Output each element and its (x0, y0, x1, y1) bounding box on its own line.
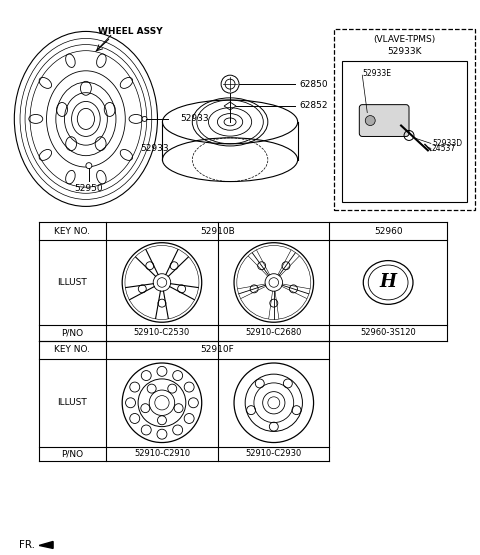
Text: KEY NO.: KEY NO. (54, 345, 90, 354)
Text: 52933D: 52933D (432, 139, 462, 148)
Circle shape (86, 163, 92, 169)
Circle shape (258, 262, 265, 270)
Circle shape (282, 262, 290, 270)
Text: 52950: 52950 (74, 184, 103, 193)
Bar (342, 61, 467, 203)
FancyBboxPatch shape (360, 105, 409, 137)
Circle shape (178, 285, 186, 293)
Text: WHEEL ASSY: WHEEL ASSY (98, 27, 163, 36)
Bar (335, 29, 475, 210)
Text: 62852: 62852 (300, 102, 328, 110)
Text: H: H (380, 274, 396, 291)
Text: 52910-C2680: 52910-C2680 (246, 328, 302, 337)
Circle shape (365, 115, 375, 125)
Text: 52960: 52960 (374, 227, 402, 236)
Circle shape (170, 262, 178, 270)
Polygon shape (39, 542, 53, 548)
Text: 52933: 52933 (180, 114, 209, 123)
Text: (VLAVE-TPMS): (VLAVE-TPMS) (373, 35, 436, 44)
Text: KEY NO.: KEY NO. (54, 227, 90, 236)
Text: 52933: 52933 (140, 144, 168, 153)
Text: 24537: 24537 (432, 144, 456, 153)
Text: 52910-C2530: 52910-C2530 (134, 328, 190, 337)
Circle shape (270, 299, 278, 307)
Text: ILLUST: ILLUST (58, 278, 87, 287)
Circle shape (142, 117, 147, 122)
Circle shape (158, 299, 166, 307)
Text: 52910F: 52910F (201, 345, 235, 354)
Text: 52910B: 52910B (200, 227, 235, 236)
Text: 52910-C2910: 52910-C2910 (134, 450, 190, 458)
Text: 52933E: 52933E (362, 69, 391, 78)
Text: 62850: 62850 (300, 79, 328, 89)
Text: 52910-C2930: 52910-C2930 (246, 450, 302, 458)
Text: 52933K: 52933K (387, 47, 422, 56)
Text: P/NO: P/NO (61, 328, 84, 337)
Circle shape (146, 262, 154, 270)
Circle shape (138, 285, 146, 293)
Text: 52960-3S120: 52960-3S120 (360, 328, 416, 337)
Text: ILLUST: ILLUST (58, 398, 87, 407)
Circle shape (250, 285, 258, 293)
Circle shape (289, 285, 298, 293)
Text: FR.: FR. (19, 541, 36, 551)
Text: P/NO: P/NO (61, 450, 84, 458)
